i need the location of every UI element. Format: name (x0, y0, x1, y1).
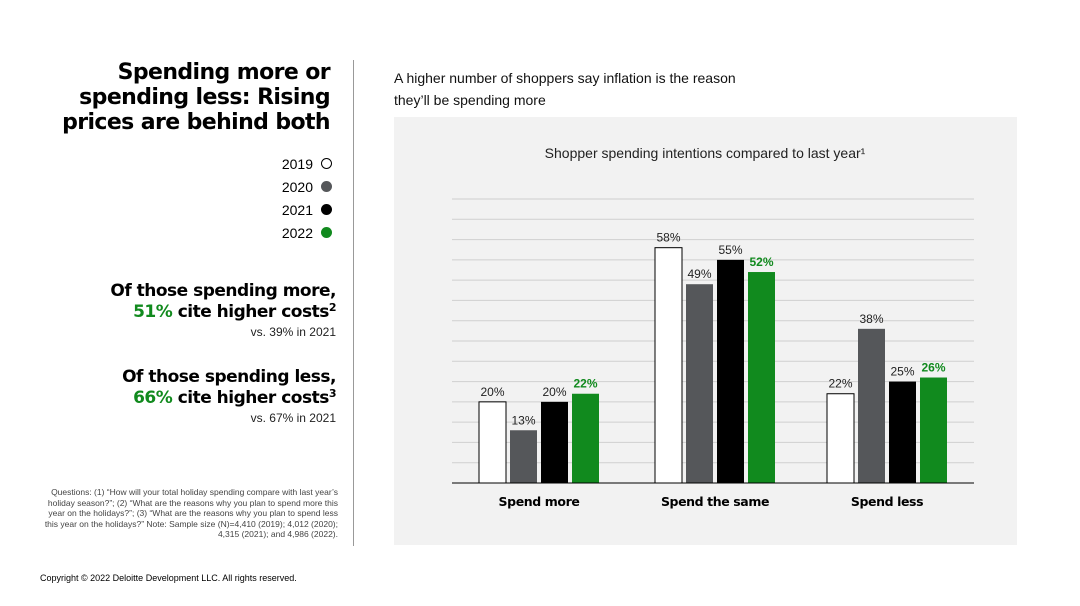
copyright: Copyright © 2022 Deloitte Development LL… (40, 573, 297, 583)
callout-percent: 66% (133, 388, 173, 408)
callout-text: cite higher costs (172, 302, 330, 322)
callout-spending-more: Of those spending more, 51% cite higher … (60, 281, 336, 341)
legend-swatch-green-circle-icon (321, 227, 332, 238)
chart-subtitle: A higher number of shoppers say inflatio… (394, 70, 736, 108)
bar-chart: Shopper spending intentions compared to … (452, 145, 974, 509)
bar-2022-spend-the-same (748, 272, 775, 483)
x-axis-category-label: Spend more (499, 494, 580, 509)
bar-2020-spend-less (858, 328, 885, 483)
bar-2020-spend-more (510, 430, 537, 483)
legend-swatch-gray-circle-icon (321, 181, 332, 192)
vertical-divider (353, 60, 354, 546)
bar-2019-spend-the-same (654, 247, 683, 484)
x-axis-category-label: Spend less (851, 494, 923, 509)
bar-2021-spend-less (889, 381, 916, 483)
chart-title: Shopper spending intentions compared to … (545, 145, 866, 161)
data-label: 52% (749, 255, 773, 269)
data-label: 20% (480, 385, 504, 399)
x-axis-category-label: Spend the same (661, 494, 769, 509)
callout-stat: 51% cite higher costs2 (60, 302, 336, 323)
chart-panel: Shopper spending intentions compared to … (394, 117, 1017, 545)
callout-stat: 66% cite higher costs3 (60, 388, 336, 409)
data-label: 25% (890, 365, 914, 379)
legend-item-2021: 2021 (200, 198, 332, 221)
footnote-ref: 3 (328, 387, 337, 400)
legend-item-2022: 2022 (200, 221, 332, 244)
callout-heading: Of those spending less, (122, 367, 336, 387)
data-label: 13% (511, 413, 535, 427)
callout-comparison: vs. 39% in 2021 (250, 325, 336, 339)
data-label: 49% (687, 267, 711, 281)
bar-2022-spend-more (572, 393, 599, 483)
legend-label: 2021 (281, 201, 313, 218)
bar-2022-spend-less (920, 377, 947, 483)
legend-label: 2020 (281, 178, 313, 195)
footnote: Questions: (1) “How will your total holi… (44, 487, 338, 539)
bar-2020-spend-the-same (686, 284, 713, 483)
bar-2019-spend-more (478, 401, 507, 484)
title-line: spending less: Rising (79, 85, 330, 110)
bar-2019-spend-less (826, 393, 855, 484)
data-label: 38% (859, 312, 883, 326)
callout-text: cite higher costs (172, 388, 330, 408)
legend-swatch-outline-circle-icon (321, 158, 332, 169)
legend-label: 2022 (281, 224, 313, 241)
data-label: 55% (718, 243, 742, 257)
callout-spending-less: Of those spending less, 66% cite higher … (60, 367, 336, 427)
chart-legend: 2019 2020 2021 2022 (200, 152, 332, 244)
data-label: 20% (542, 385, 566, 399)
data-label: 58% (656, 231, 680, 245)
legend-item-2019: 2019 (200, 152, 332, 175)
legend-item-2020: 2020 (200, 175, 332, 198)
bar-2021-spend-the-same (717, 259, 744, 483)
data-label: 22% (573, 377, 597, 391)
legend-swatch-black-circle-icon (321, 204, 332, 215)
page-title: Spending more or spending less: Rising p… (40, 60, 331, 135)
callout-heading: Of those spending more, (110, 281, 336, 301)
callout-percent: 51% (133, 302, 173, 322)
title-line: prices are behind both (62, 110, 331, 135)
legend-label: 2019 (281, 155, 313, 172)
data-label: 26% (921, 361, 945, 375)
title-line: Spending more or (117, 60, 331, 85)
data-label: 22% (828, 377, 852, 391)
bar-2021-spend-more (541, 401, 568, 483)
callout-comparison: vs. 67% in 2021 (250, 411, 336, 425)
footnote-ref: 2 (328, 301, 337, 314)
